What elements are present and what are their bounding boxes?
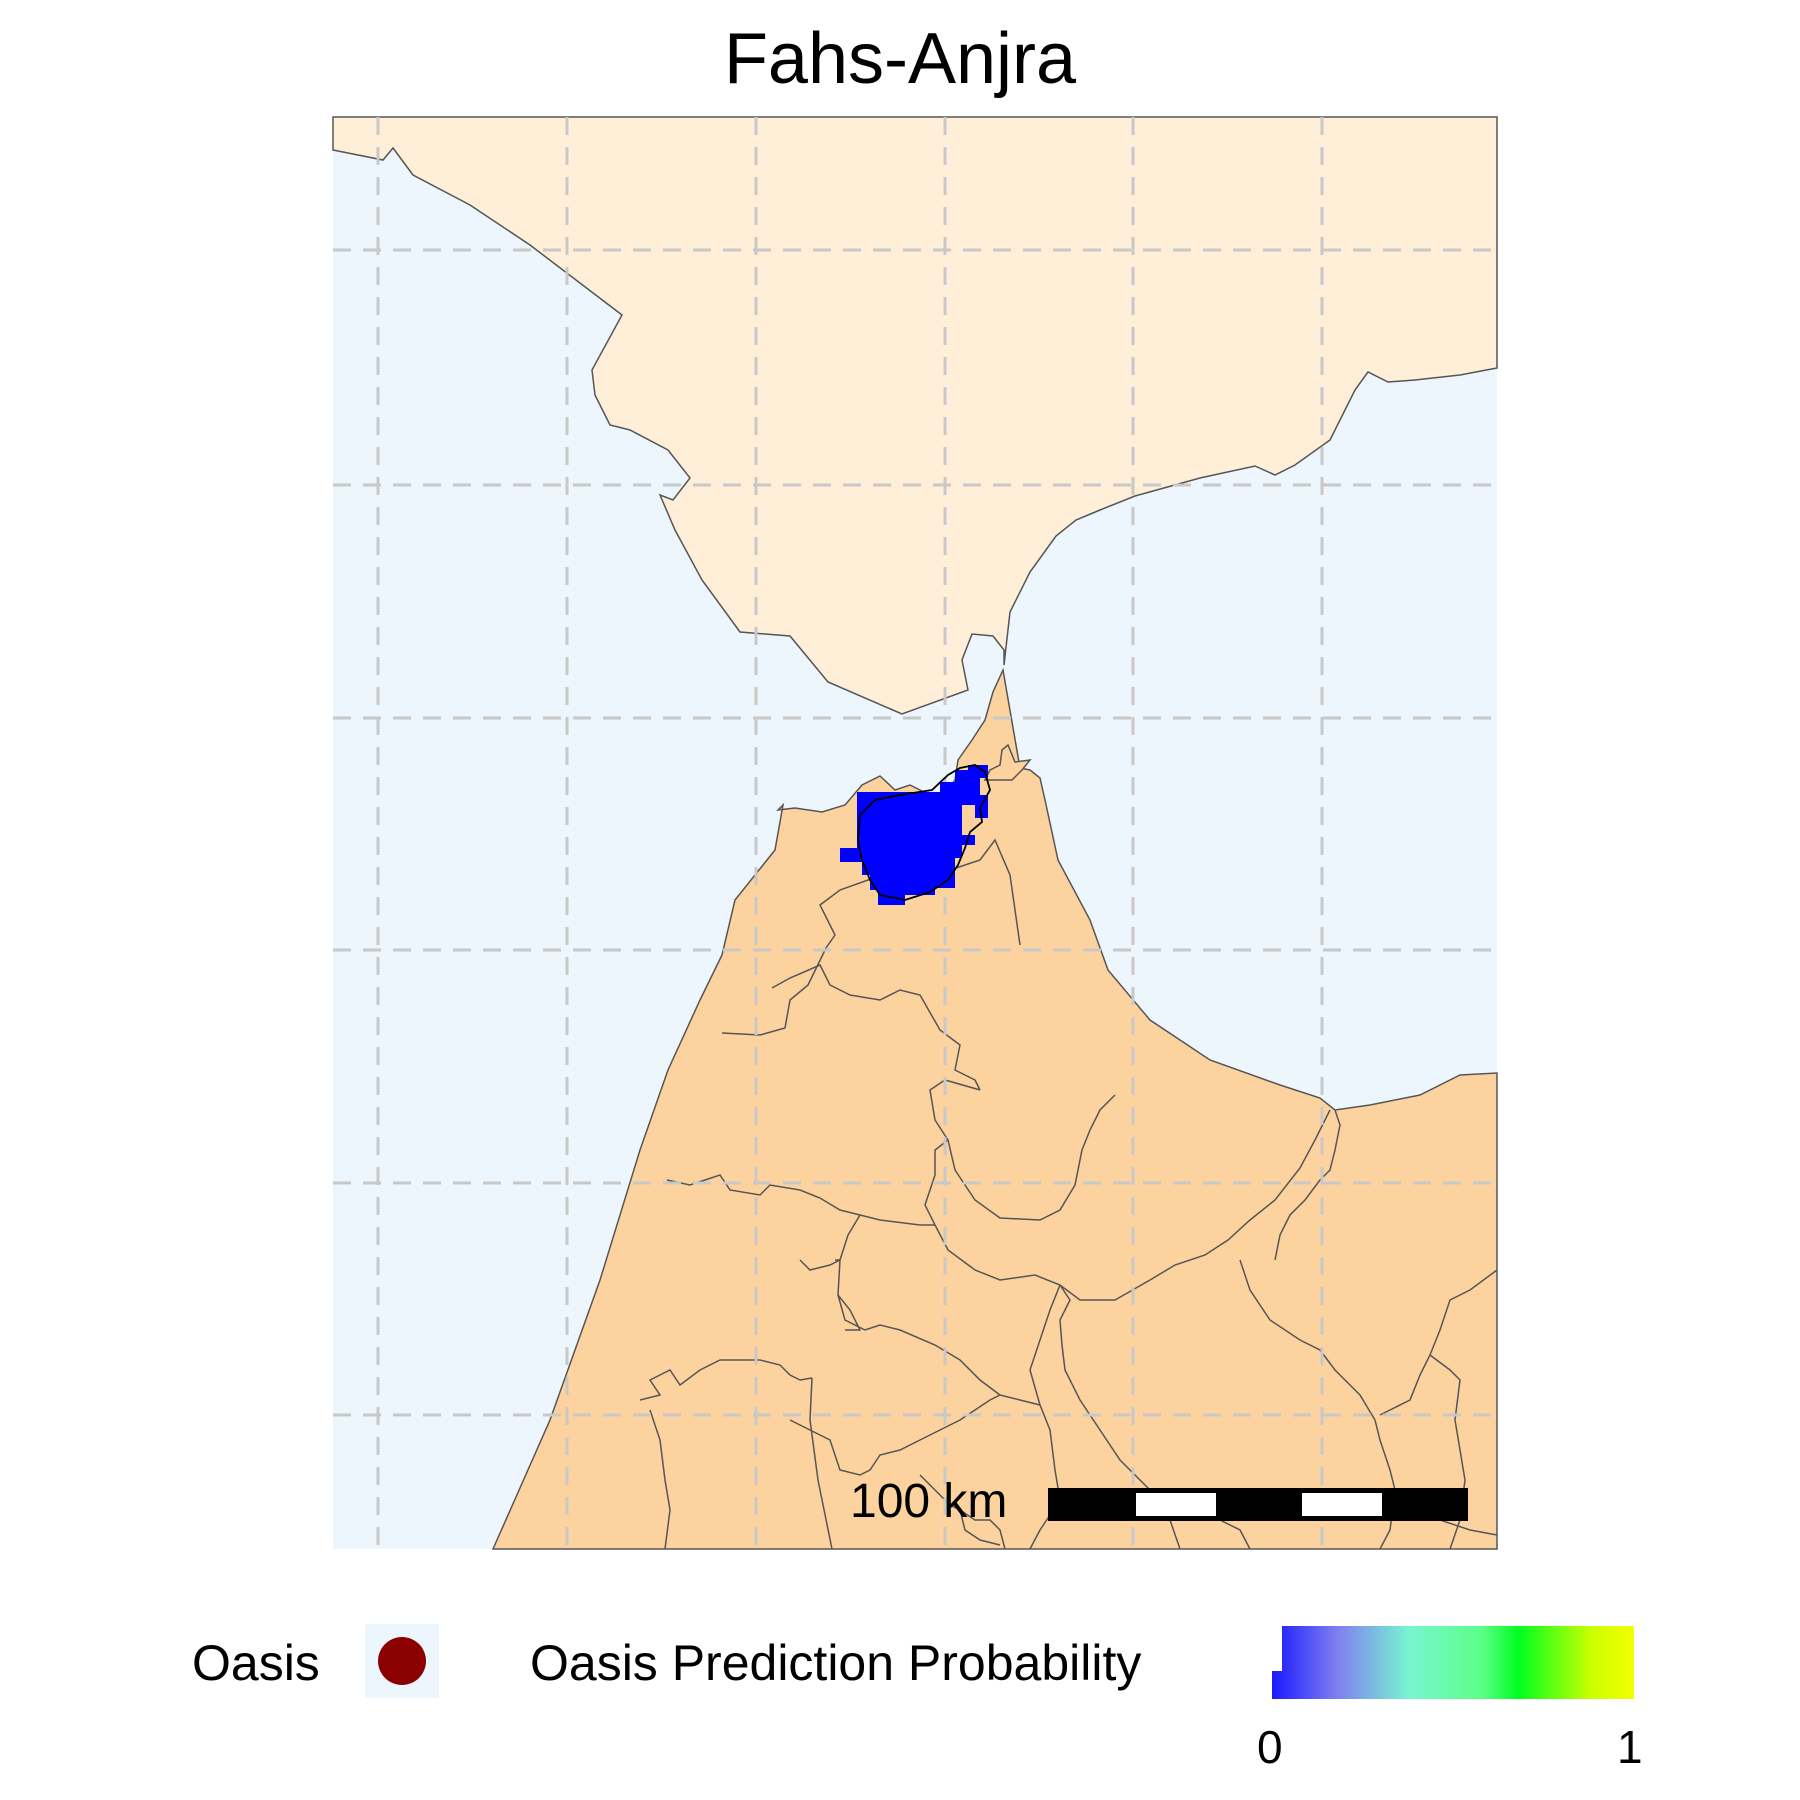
map-title: Fahs-Anjra [723, 19, 1077, 99]
fahs-anjra-outline [857, 764, 991, 901]
colorbar-min-label: 0 [1257, 1721, 1283, 1773]
oasis-point-icon [378, 1637, 426, 1685]
landmass-south [491, 667, 1498, 1550]
legend-oasis-label: Oasis [192, 1635, 320, 1691]
admin-borders [639, 838, 1498, 1550]
probability-colorbar [1272, 1626, 1634, 1699]
scale-bar-label: 100 km [850, 1475, 1008, 1528]
scale-bar [1048, 1488, 1468, 1521]
peninsula-tip [983, 743, 1032, 781]
landmass-north [332, 116, 1498, 715]
legend-oasis-key [365, 1624, 439, 1698]
colorbar-max-label: 1 [1617, 1721, 1643, 1773]
graticule [333, 117, 1497, 1549]
colorbar-edge [1272, 1626, 1282, 1671]
legend-probability-title: Oasis Prediction Probability [530, 1635, 1142, 1691]
